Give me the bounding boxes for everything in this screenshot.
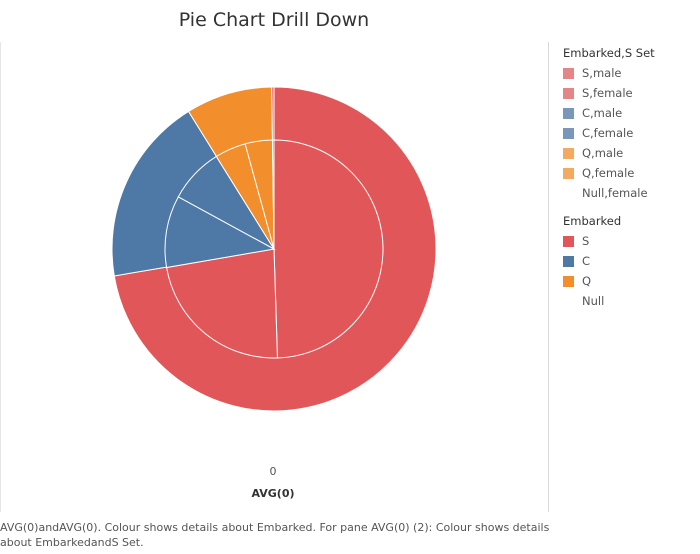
inner-pie: [164, 139, 384, 359]
legend-item-s[interactable]: S: [563, 231, 621, 251]
legend-label: Q: [582, 274, 592, 288]
legend-swatch: [563, 147, 574, 159]
legend-label: S,female: [582, 86, 633, 100]
legend-embarked[interactable]: Embarked S C Q Null: [563, 214, 621, 311]
legend-label: Null: [582, 294, 605, 308]
legend-swatch: [563, 167, 574, 179]
legend-label: S: [582, 234, 590, 248]
legend-swatch: [563, 235, 574, 247]
inner-slice-s-male[interactable]: [273, 139, 384, 359]
legend-swatch: [563, 127, 574, 139]
pie-chart: [111, 86, 437, 412]
legend-item-c-male[interactable]: C,male: [563, 103, 655, 123]
legend-item-q[interactable]: Q: [563, 271, 621, 291]
legend-label: Q,female: [582, 166, 635, 180]
legend-item-q-female[interactable]: Q,female: [563, 163, 655, 183]
legend-label: S,male: [582, 66, 622, 80]
legend-item-c[interactable]: C: [563, 251, 621, 271]
legend-swatch: [563, 107, 574, 119]
chart-title: Pie Chart Drill Down: [178, 9, 370, 31]
legend-item-null-female[interactable]: Null,female: [563, 183, 655, 203]
legend-item-null[interactable]: Null: [563, 291, 621, 311]
legend-title: Embarked,S Set: [563, 46, 655, 60]
axis-tick-zero: 0: [269, 465, 277, 478]
legend-swatch: [563, 275, 574, 287]
legend-item-q-male[interactable]: Q,male: [563, 143, 655, 163]
legend-item-s-male[interactable]: S,male: [563, 63, 655, 83]
legend-label: C: [582, 254, 591, 268]
legend-label: Null,female: [582, 186, 648, 200]
legend-item-c-female[interactable]: C,female: [563, 123, 655, 143]
legend-swatch: [563, 296, 574, 307]
legend-label: C,female: [582, 126, 634, 140]
legend-embarked-s-set[interactable]: Embarked,S Set S,male S,female C,male C,fem…: [563, 46, 655, 203]
caption: AVG(0)andAVG(0). Colour shows details ab…: [0, 521, 550, 549]
legend-swatch: [563, 255, 574, 267]
legend-label: Q,male: [582, 146, 624, 160]
inner-slice-c-male[interactable]: [164, 196, 276, 269]
inner-slice-null-female[interactable]: [271, 139, 275, 250]
legend-item-s-female[interactable]: S,female: [563, 83, 655, 103]
chart-pane: [0, 42, 549, 512]
axis-label: AVG(0): [251, 487, 295, 500]
left-divider: [0, 42, 1, 512]
legend-label: C,male: [582, 106, 623, 120]
legend-title: Embarked: [563, 214, 622, 228]
outer-slice-null[interactable]: [271, 86, 275, 250]
legend-swatch: [563, 87, 574, 99]
legend-swatch: [563, 67, 574, 79]
inner-slice-s-female[interactable]: [166, 248, 278, 359]
legend-swatch: [563, 188, 574, 199]
